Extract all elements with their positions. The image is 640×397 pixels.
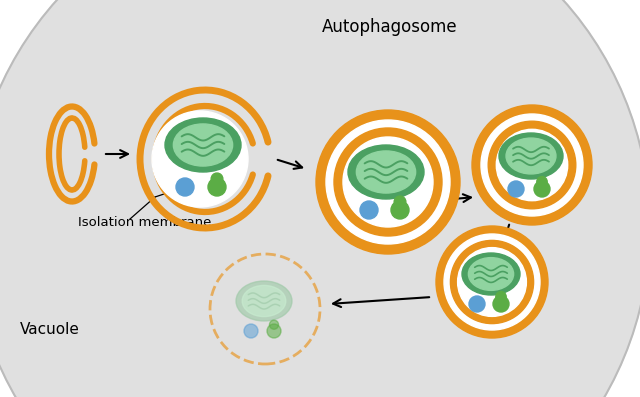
Text: Isolation membrane: Isolation membrane (78, 216, 211, 229)
Circle shape (176, 178, 194, 196)
Ellipse shape (506, 138, 556, 174)
Ellipse shape (173, 124, 233, 166)
Ellipse shape (499, 133, 563, 179)
Text: Autophagosome: Autophagosome (322, 18, 458, 36)
Circle shape (269, 320, 278, 329)
Circle shape (267, 324, 281, 338)
Circle shape (360, 201, 378, 219)
Circle shape (537, 177, 547, 187)
Circle shape (496, 129, 568, 201)
Circle shape (436, 226, 548, 338)
Circle shape (208, 178, 226, 196)
Circle shape (508, 181, 524, 197)
Circle shape (458, 248, 527, 316)
Circle shape (316, 110, 460, 254)
Circle shape (444, 234, 540, 330)
Circle shape (472, 105, 592, 225)
Circle shape (481, 114, 583, 216)
Ellipse shape (462, 253, 520, 295)
Ellipse shape (236, 281, 292, 321)
Circle shape (451, 241, 534, 324)
Ellipse shape (468, 258, 514, 290)
Circle shape (493, 296, 509, 312)
Circle shape (394, 196, 406, 208)
Ellipse shape (242, 285, 286, 316)
Circle shape (496, 292, 506, 302)
Ellipse shape (165, 118, 241, 172)
Circle shape (244, 324, 258, 338)
Text: Vacuole: Vacuole (20, 322, 80, 337)
Circle shape (534, 181, 550, 197)
Circle shape (211, 173, 223, 185)
Circle shape (469, 296, 485, 312)
Circle shape (343, 137, 433, 227)
Ellipse shape (356, 151, 415, 193)
Ellipse shape (348, 145, 424, 199)
Circle shape (152, 111, 248, 207)
Circle shape (334, 128, 442, 236)
Circle shape (391, 201, 409, 219)
Circle shape (488, 121, 576, 209)
Circle shape (326, 120, 450, 244)
